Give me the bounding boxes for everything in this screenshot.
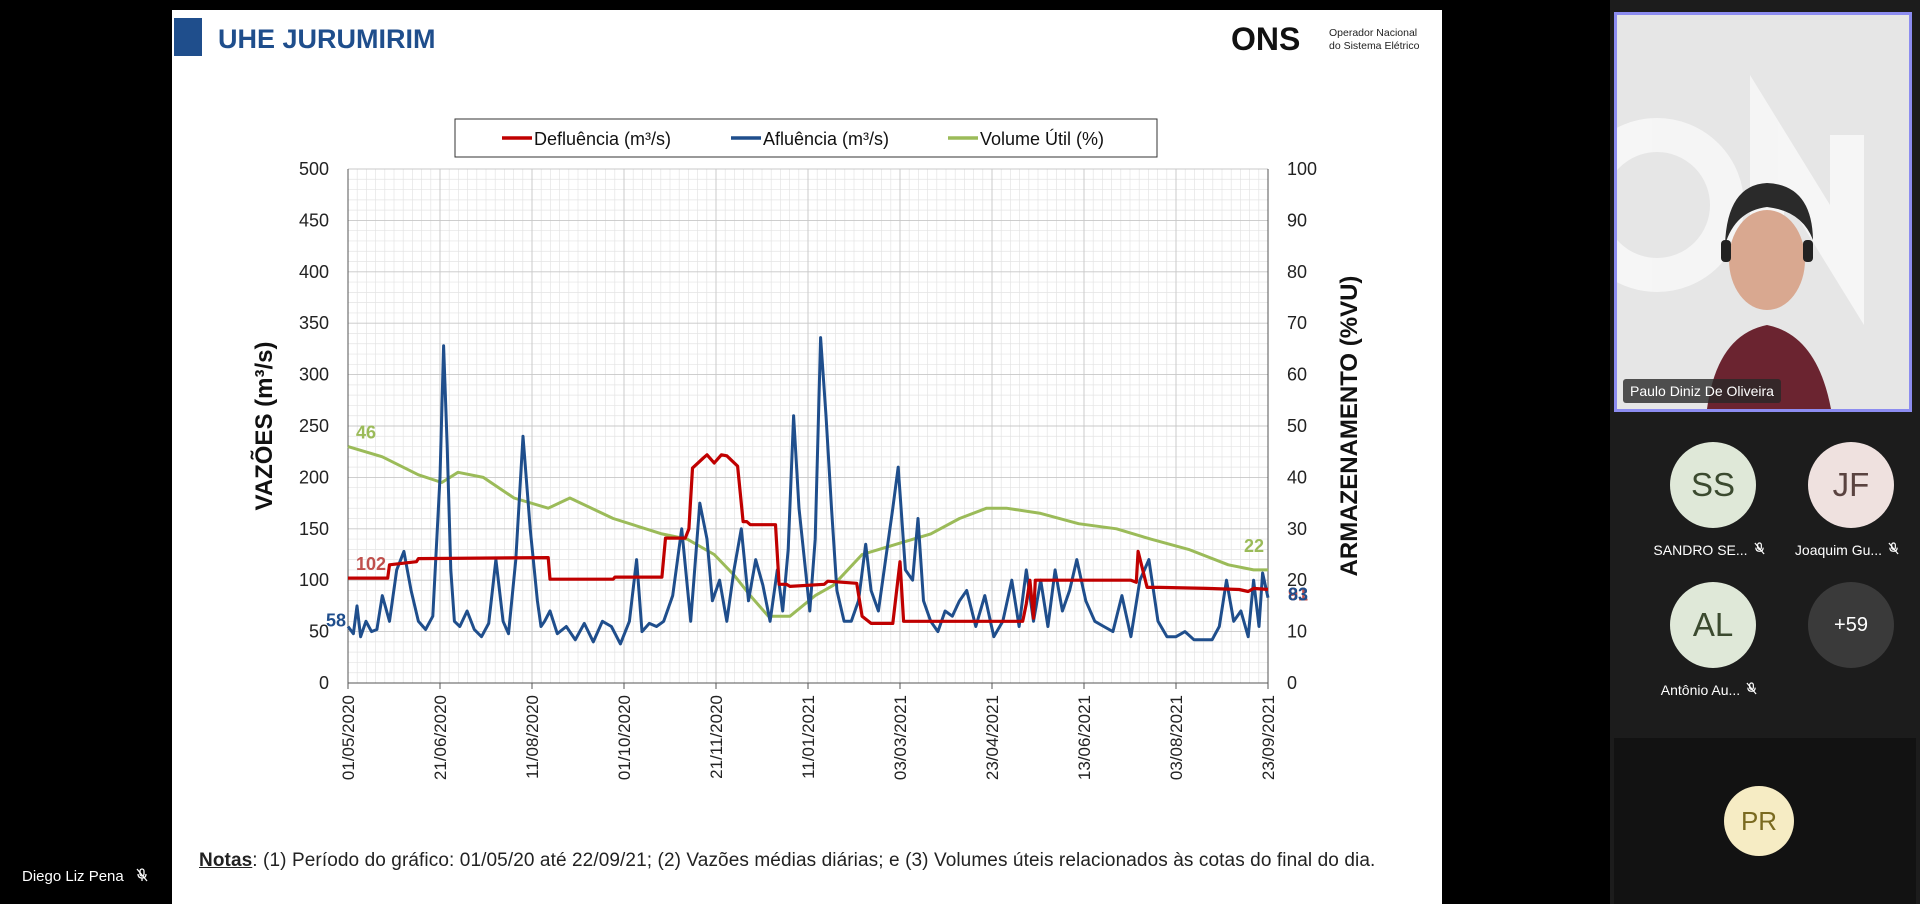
avatar: AL — [1670, 582, 1756, 668]
y2-tick-label: 0 — [1287, 673, 1297, 693]
data-label: 102 — [356, 554, 386, 574]
x-tick-label: 03/03/2021 — [891, 695, 910, 780]
y-tick-label: 150 — [299, 519, 329, 539]
y-tick-label: 250 — [299, 416, 329, 436]
legend-label-afluencia: Afluência (m³/s) — [763, 129, 889, 149]
avatar: SS — [1670, 442, 1756, 528]
y-axis-title: VAZÕES (m³/s) — [250, 342, 278, 511]
x-tick-label: 03/08/2021 — [1167, 695, 1186, 780]
screen-share-owner: Diego Liz Pena — [22, 868, 148, 886]
defluencia-line — [348, 453, 1269, 626]
y-tick-label: 350 — [299, 313, 329, 333]
data-label: 22 — [1244, 536, 1264, 556]
flow-storage-chart: 0 50 100 150 200 250 300 350 400 450 500 0 10 20 30 40 5… — [250, 118, 1363, 780]
x-tick-label: 11/01/2021 — [799, 695, 818, 779]
muted-mic-icon — [1754, 542, 1765, 558]
x-tick-label: 01/05/2020 — [339, 695, 358, 780]
y-tick-label: 300 — [299, 365, 329, 385]
title-accent-bar — [174, 18, 202, 56]
y-tick-label: 100 — [299, 570, 329, 590]
notes-label: Notas — [199, 850, 253, 871]
legend-label-defluencia: Defluência (m³/s) — [534, 129, 671, 149]
participant-name: SANDRO SE... — [1634, 542, 1784, 558]
muted-mic-icon — [1888, 542, 1899, 558]
slide-title: UHE JURUMIRIM — [218, 24, 436, 54]
more-count-badge: +59 — [1808, 582, 1894, 668]
data-label: 91 — [1288, 584, 1308, 604]
afluencia-line — [346, 336, 1270, 646]
y2-tick-label: 30 — [1287, 519, 1307, 539]
legend-box — [454, 118, 1158, 158]
data-label: 83 — [1288, 585, 1308, 605]
speaker-video-frame — [1617, 15, 1909, 409]
avatar: JF — [1808, 442, 1894, 528]
participant-name: Antônio Au... — [1634, 682, 1784, 698]
y-tick-label: 500 — [299, 159, 329, 179]
y2-axis-title: ARMAZENAMENTO (%VU) — [1336, 276, 1363, 577]
x-tick-label: 01/10/2020 — [615, 695, 634, 780]
volume-util-line — [347, 445, 1268, 618]
y2-tick-label: 90 — [1287, 210, 1307, 230]
logo-line2: do Sistema Elétrico — [1329, 40, 1420, 52]
data-label: 46 — [356, 423, 376, 443]
y2-tick-label: 20 — [1287, 570, 1307, 590]
y2-tick-label: 80 — [1287, 262, 1307, 282]
data-label: 58 — [326, 610, 346, 630]
y-tick-label: 0 — [319, 673, 329, 693]
muted-mic-icon — [136, 868, 148, 886]
muted-mic-icon — [1746, 682, 1757, 698]
participant-tile-pr[interactable]: PR — [1614, 738, 1916, 904]
y2-tick-label: 60 — [1287, 365, 1307, 385]
y-tick-label: 400 — [299, 262, 329, 282]
x-tick-label: 11/08/2020 — [523, 695, 542, 779]
participant-name: Joaquim Gu... — [1772, 542, 1920, 558]
y2-tick-label: 10 — [1287, 622, 1307, 642]
participant-tile[interactable]: JF Joaquim Gu... — [1772, 442, 1920, 572]
chart-notes: Notas: (1) Período do gráfico: 01/05/20 … — [199, 850, 1375, 872]
y2-tick-label: 40 — [1287, 467, 1307, 487]
notes-text: : (1) Período do gráfico: 01/05/20 até 2… — [252, 850, 1376, 871]
x-tick-label: 23/04/2021 — [983, 695, 1002, 780]
x-tick-label: 21/11/2020 — [707, 695, 726, 779]
presenter-name: Diego Liz Pena — [22, 868, 124, 885]
participants-panel: Paulo Diniz De Oliveira SS SANDRO SE... JF… — [1610, 0, 1920, 904]
logo-mark: ONS — [1231, 21, 1300, 57]
y2-tick-label: 50 — [1287, 416, 1307, 436]
y-tick-label: 200 — [299, 467, 329, 487]
ons-logo: ONS Operador Nacional do Sistema Elétric… — [1231, 21, 1420, 57]
speaker-name-label: Paulo Diniz De Oliveira — [1623, 379, 1781, 403]
avatar: PR — [1724, 786, 1794, 856]
legend-label-volume-util: Volume Útil (%) — [980, 128, 1104, 149]
logo-line1: Operador Nacional — [1329, 27, 1417, 39]
y2-tick-label: 100 — [1287, 159, 1317, 179]
more-participants-button[interactable]: +59 — [1772, 582, 1920, 712]
x-tick-label: 13/06/2021 — [1075, 695, 1094, 780]
x-tick-label: 21/06/2020 — [431, 695, 450, 780]
y2-tick-label: 70 — [1287, 313, 1307, 333]
participant-tile[interactable]: SS SANDRO SE... — [1634, 442, 1784, 572]
presentation-slide: UHE JURUMIRIM ONS Operador Nacional do S… — [172, 10, 1442, 904]
participant-tile[interactable]: AL Antônio Au... — [1634, 582, 1784, 712]
y-tick-label: 450 — [299, 210, 329, 230]
y-tick-label: 50 — [309, 622, 329, 642]
x-tick-label: 23/09/2021 — [1259, 695, 1278, 780]
shared-screen-area: UHE JURUMIRIM ONS Operador Nacional do S… — [22, 10, 1442, 904]
active-speaker-video[interactable]: Paulo Diniz De Oliveira — [1614, 12, 1912, 412]
